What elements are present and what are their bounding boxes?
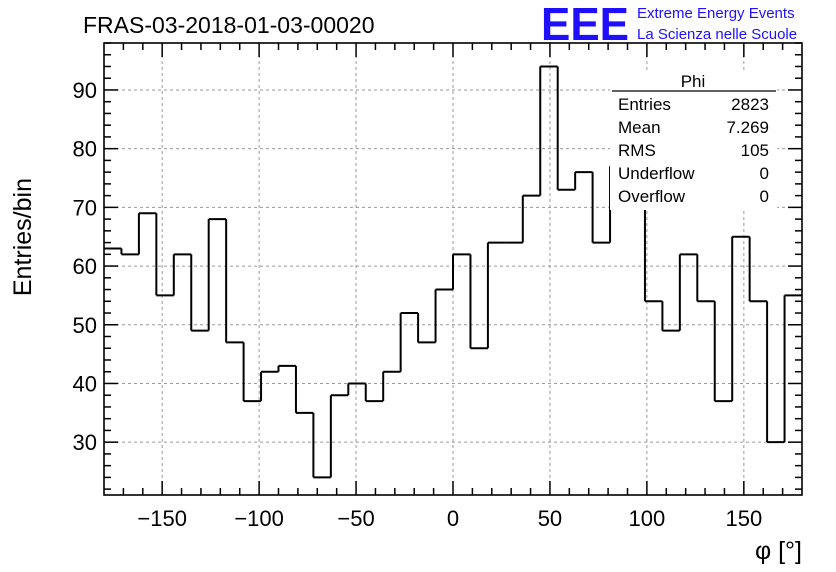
y-tick-label: 80 bbox=[73, 137, 97, 162]
eee-logo-line-1: Extreme Energy Events bbox=[637, 5, 795, 22]
chart-title: FRAS-03-2018-01-03-00020 bbox=[83, 12, 375, 38]
x-tick-label: 50 bbox=[538, 506, 562, 531]
stats-box: Phi Entries 2823 Mean 7.269 RMS 105 Unde… bbox=[610, 70, 777, 210]
stats-value-mean: 7.269 bbox=[726, 118, 769, 137]
x-tick-label: 0 bbox=[447, 506, 459, 531]
stats-value-entries: 2823 bbox=[731, 95, 769, 114]
stats-label-mean: Mean bbox=[618, 118, 661, 137]
stats-box-title: Phi bbox=[681, 72, 706, 91]
eee-logo-line-2: La Scienza nelle Scuole bbox=[637, 26, 797, 43]
x-tick-label: −50 bbox=[337, 506, 374, 531]
y-tick-label: 30 bbox=[73, 430, 97, 455]
stats-label-entries: Entries bbox=[618, 95, 671, 114]
stats-value-underflow: 0 bbox=[760, 164, 769, 183]
y-axis-label: Entries/bin bbox=[9, 178, 37, 296]
x-tick-label: −100 bbox=[234, 506, 284, 531]
y-tick-label: 50 bbox=[73, 313, 97, 338]
stats-value-rms: 105 bbox=[741, 141, 769, 160]
y-tick-labels: 30 40 50 60 70 80 90 bbox=[73, 78, 97, 455]
histogram-series bbox=[104, 65, 802, 479]
y-tick-label: 40 bbox=[73, 371, 97, 396]
x-axis-label: φ [°] bbox=[755, 537, 802, 565]
eee-logo-letters: EEE bbox=[541, 0, 629, 50]
stats-value-overflow: 0 bbox=[760, 187, 769, 206]
x-tick-labels: −150 −100 −50 0 50 100 150 bbox=[137, 506, 762, 531]
axis-ticks bbox=[104, 42, 802, 495]
stats-label-rms: RMS bbox=[618, 141, 656, 160]
x-tick-label: 100 bbox=[629, 506, 666, 531]
stats-box-background bbox=[610, 70, 777, 210]
stats-label-underflow: Underflow bbox=[618, 164, 695, 183]
eee-logo: EEE Extreme Energy Events La Scienza nel… bbox=[541, 0, 797, 50]
y-tick-label: 60 bbox=[73, 254, 97, 279]
y-tick-label: 70 bbox=[73, 195, 97, 220]
x-tick-label: −150 bbox=[137, 506, 187, 531]
stats-label-overflow: Overflow bbox=[618, 187, 686, 206]
y-tick-label: 90 bbox=[73, 78, 97, 103]
x-tick-label: 150 bbox=[725, 506, 762, 531]
